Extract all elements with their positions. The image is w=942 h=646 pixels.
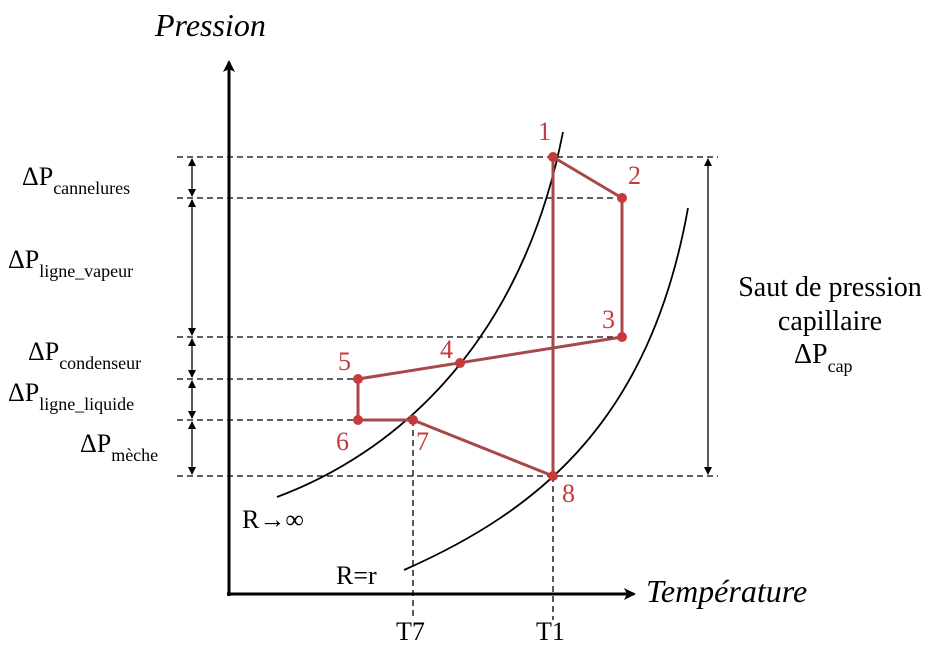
- point-label-6: 6: [336, 427, 349, 456]
- svg-text:ΔPligne_vapeur: ΔPligne_vapeur: [8, 245, 133, 281]
- point-label-5: 5: [338, 347, 351, 376]
- label-dp-cannelures: ΔPcannelures: [22, 162, 130, 198]
- svg-text:ΔPligne_liquide: ΔPligne_liquide: [8, 378, 134, 414]
- point-label-1: 1: [538, 117, 551, 146]
- label-dp-ligne-liquide: ΔPligne_liquide: [8, 378, 134, 414]
- point-6: [353, 415, 363, 425]
- curve-label-r-equal-r: R=r: [336, 561, 377, 590]
- point-2: [617, 193, 627, 203]
- label-dp-ligne-vapeur: ΔPligne_vapeur: [8, 245, 133, 281]
- point-8: [548, 471, 558, 481]
- cycle-path: [356, 155, 624, 478]
- capillary-label-line1: Saut de pression: [738, 272, 922, 303]
- svg-text:ΔPcondenseur: ΔPcondenseur: [28, 337, 141, 373]
- point-7: [408, 415, 418, 425]
- curve-r-equal-r: [403, 207, 689, 571]
- curve-r-infinite: [276, 131, 564, 498]
- point-label-3: 3: [602, 305, 615, 334]
- point-4: [455, 358, 465, 368]
- label-dp-condenseur: ΔPcondenseur: [28, 337, 141, 373]
- point-1: [548, 152, 558, 162]
- point-label-4: 4: [440, 335, 453, 364]
- tick-label-t1: T1: [536, 617, 565, 646]
- point-5: [353, 374, 363, 384]
- point-label-8: 8: [562, 479, 575, 508]
- tick-label-t7: T7: [396, 617, 425, 646]
- svg-text:ΔPcap: ΔPcap: [794, 339, 853, 376]
- point-label-7: 7: [416, 427, 429, 456]
- x-axis-title: Température: [646, 573, 807, 609]
- curve-label-r-infinite: R→∞: [242, 505, 304, 534]
- point-3: [617, 332, 627, 342]
- svg-text:ΔPcannelures: ΔPcannelures: [22, 162, 130, 198]
- point-label-2: 2: [628, 161, 641, 190]
- label-dp-meche: ΔPmèche: [80, 429, 158, 465]
- capillary-label-line2: capillaire: [778, 306, 882, 337]
- y-axis-title: Pression: [154, 7, 266, 43]
- svg-text:ΔPmèche: ΔPmèche: [80, 429, 158, 465]
- capillary-symbol: ΔPcap: [794, 339, 853, 376]
